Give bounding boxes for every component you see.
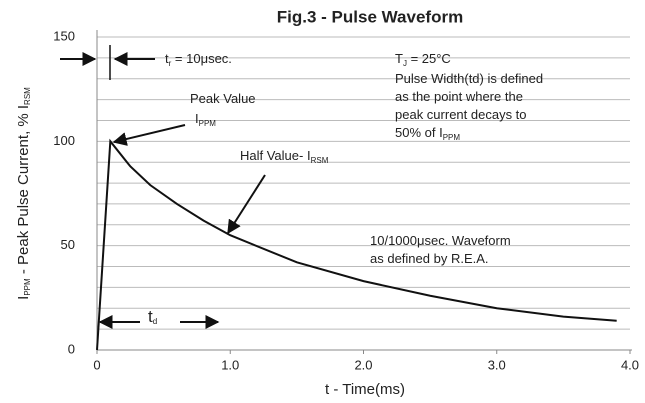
text-part: as the point where the [395,89,523,104]
x-axis-label: t - Time(ms) [325,381,405,398]
annotation: Peak Value [190,91,256,106]
annotation: 50% of IPPM [395,125,460,142]
annotation: TJ = 25°C [395,51,451,68]
text-part: = 10μsec. [171,51,232,66]
plot [96,138,617,351]
annotation: 10/1000μsec. Waveform [370,233,511,248]
text-part: I [15,296,32,300]
text-part: 10/1000μsec. Waveform [370,233,511,248]
text-part: = 25°C [407,51,451,66]
x-tick-label: 1.0 [221,357,239,372]
annotation: IPPM [195,111,216,128]
subscript: d [153,317,157,326]
annotation: tr = 10μsec. [165,51,232,68]
text-part: Pulse Width(td) is defined [395,71,543,86]
subscript: J [403,59,407,68]
text-part: I [195,111,199,126]
subscript: RSM [23,87,32,105]
x-tick-label: 2.0 [354,357,372,372]
annotation: Pulse Width(td) is defined [395,71,543,86]
text-part: as defined by R.E.A. [370,251,489,266]
subscript: RSM [311,156,329,165]
x-tick-label: 0 [93,357,100,372]
y-axis-label: IPPM - Peak Pulse Current, % IRSM [15,87,32,300]
x-tick-label: 3.0 [488,357,506,372]
text-part: T [395,51,403,66]
x-tick-label: 4.0 [621,357,639,372]
text-part: peak current decays to [395,107,527,122]
chart-title: Fig.3 - Pulse Waveform [277,7,463,26]
subscript: PPM [199,119,217,128]
annotation: peak current decays to [395,107,527,122]
y-tick-label: 50 [61,237,75,252]
grid [97,36,630,351]
text-part: Peak Value [190,91,256,106]
annotation: td [148,307,157,326]
waveform [96,138,617,351]
subscript: PPM [23,278,32,296]
subscript: r [169,59,172,68]
text-part: t [148,307,153,326]
y-tick-label: 0 [68,341,75,356]
y-tick-label: 100 [53,133,75,148]
annotation: Half Value- IRSM [240,148,329,165]
text-part: 50% of I [395,125,443,140]
annotation: as defined by R.E.A. [370,251,489,266]
annotation: as the point where the [395,89,523,104]
text-part: Half Value- I [240,148,311,163]
arrow [112,124,186,146]
arrow [227,174,266,235]
text-part: t [165,51,169,66]
text-part: - Peak Pulse Current, % I [15,105,32,278]
y-tick-label: 150 [53,28,75,43]
subscript: PPM [443,133,461,142]
